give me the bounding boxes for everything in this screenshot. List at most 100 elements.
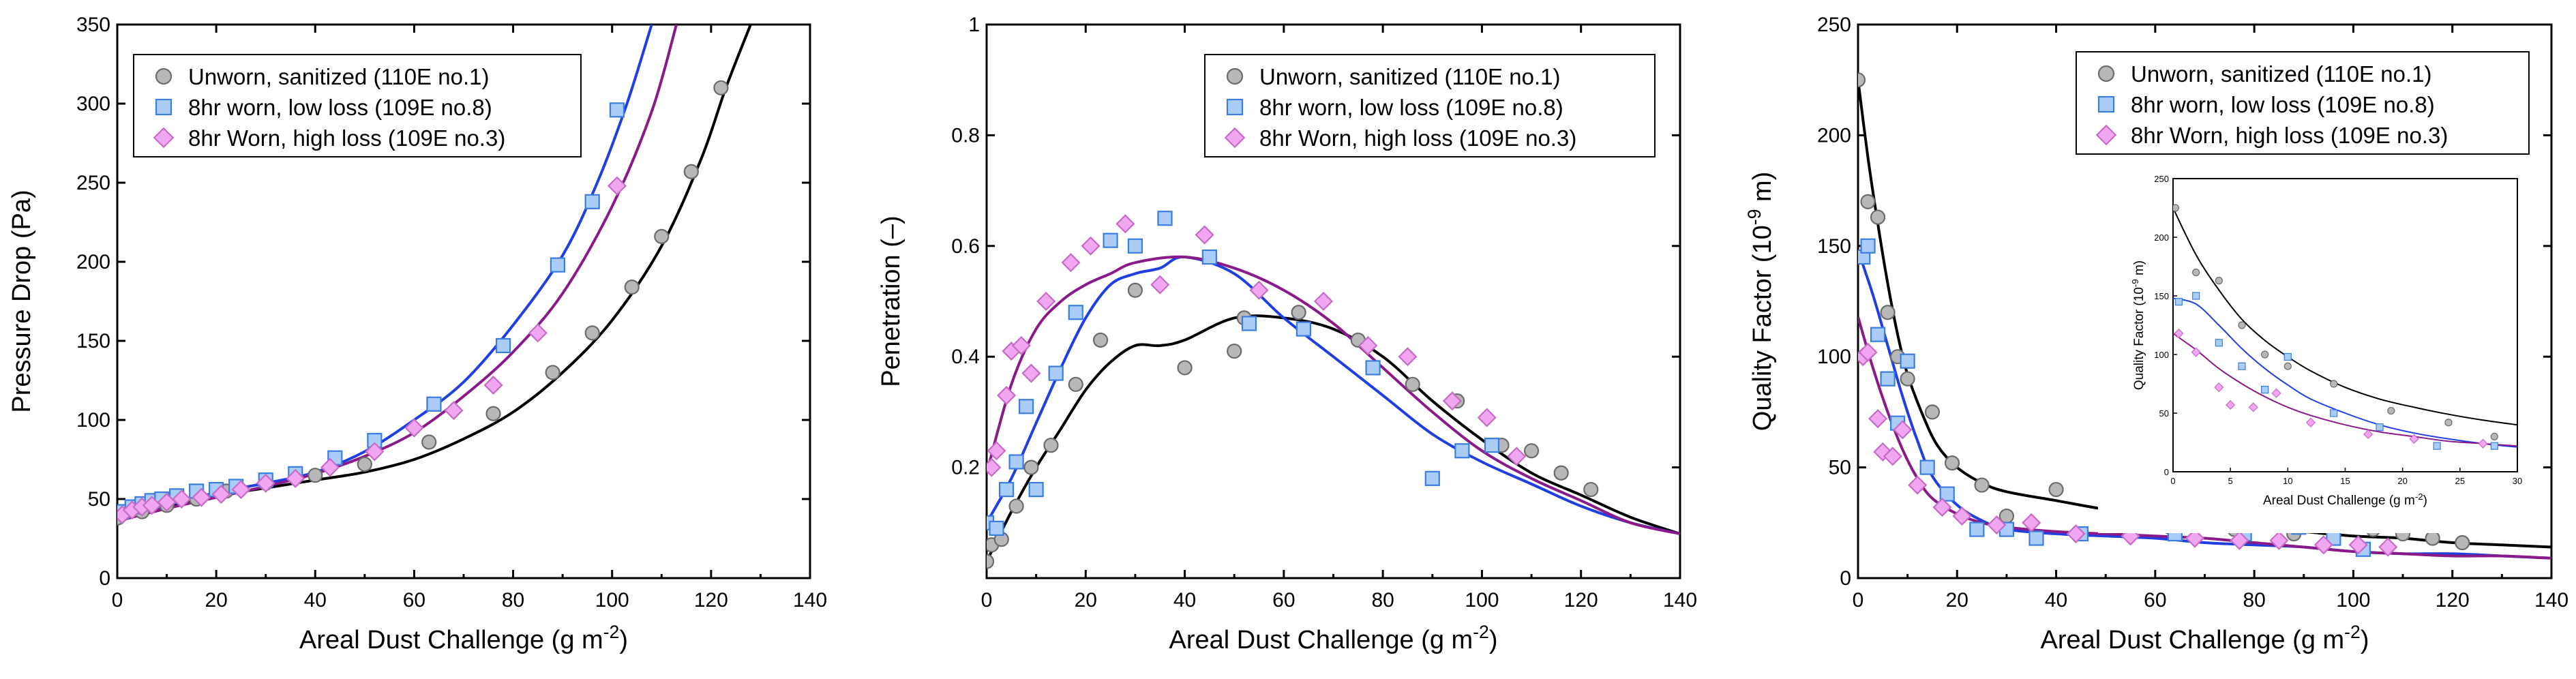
x-tick-label: 20 xyxy=(205,589,227,612)
inset-y-tick-label: 150 xyxy=(2154,291,2169,301)
x-tick-label: 0 xyxy=(1853,589,1864,612)
data-point-high xyxy=(1477,408,1497,427)
inset-data-point-low xyxy=(2215,339,2223,347)
x-tick-label: 60 xyxy=(403,589,425,612)
inset-y-tick-label: 0 xyxy=(2164,467,2169,477)
data-point-high xyxy=(1987,515,2007,535)
inset-x-tick-label: 0 xyxy=(2170,476,2175,486)
y-tick-label: 0.4 xyxy=(951,346,980,368)
legend-marker-high xyxy=(2095,124,2117,146)
data-point-high xyxy=(256,473,275,493)
x-tick-label: 80 xyxy=(2243,589,2265,612)
data-point-low xyxy=(1048,365,1064,381)
y-tick-label: 150 xyxy=(1817,235,1851,258)
data-point-high xyxy=(1021,363,1041,383)
data-point-unworn xyxy=(1227,343,1242,359)
legend-marker-high xyxy=(153,127,175,149)
legend: Unworn, sanitized (110E no.1) 8hr worn, l… xyxy=(2076,51,2530,155)
data-point-high xyxy=(2066,524,2086,544)
data-point-unworn xyxy=(2048,481,2064,498)
data-point-unworn xyxy=(987,554,995,569)
inset-data-point-high xyxy=(2305,417,2316,427)
data-point-high xyxy=(1036,291,1056,312)
inset-data-point-low xyxy=(2238,362,2246,370)
data-point-low xyxy=(1201,249,1217,265)
legend-box xyxy=(1204,54,1656,157)
data-point-high xyxy=(2348,535,2368,555)
x-tick-label: 120 xyxy=(694,589,728,612)
data-point-high xyxy=(172,489,192,509)
legend-label: 8hr worn, low loss (109E no.8) xyxy=(1259,95,1563,120)
inset-data-point-low xyxy=(2174,298,2183,306)
legend-marker-low xyxy=(155,98,173,116)
inset-data-point-unworn xyxy=(2330,380,2338,388)
data-point-low xyxy=(1241,316,1257,331)
y-tick-label: 200 xyxy=(76,251,110,273)
data-point-unworn xyxy=(584,325,600,341)
inset-data-point-low xyxy=(2376,423,2384,432)
data-point-unworn xyxy=(1068,376,1083,392)
y-tick-label: 350 xyxy=(76,14,110,36)
legend-label: Unworn, sanitized (110E no.1) xyxy=(1259,64,1560,89)
data-point-high xyxy=(1868,409,1888,429)
inset-data-point-low xyxy=(2490,442,2498,450)
data-point-high xyxy=(1883,447,1902,466)
x-tick-label: 60 xyxy=(2144,589,2166,612)
legend-label: Unworn, sanitized (110E no.1) xyxy=(188,64,489,89)
data-point-low xyxy=(1103,232,1118,248)
inset-data-point-unworn xyxy=(2173,204,2179,212)
data-point-high xyxy=(192,487,211,507)
x-axis-title: Areal Dust Challenge (g m-2) xyxy=(2041,622,2369,654)
data-point-low xyxy=(584,194,600,209)
inset-y-axis-title: Quality Factor (10-9 m) xyxy=(2130,260,2147,390)
data-point-low xyxy=(495,337,511,354)
inset-chart: 0 5 10 15 20 25 30 0 50 100 150 200 250 Areal Dust Ch… xyxy=(2098,165,2531,533)
data-point-high xyxy=(2022,513,2041,532)
x-axis-title: Areal Dust Challenge (g m-2) xyxy=(299,622,628,654)
data-point-high xyxy=(1908,475,1928,495)
y-axis-title: Pressure Drop (Pa) xyxy=(8,190,36,412)
data-point-unworn xyxy=(1023,459,1039,475)
inset-data-point-unworn xyxy=(2192,269,2200,277)
x-tick-label: 140 xyxy=(2534,589,2568,612)
inset-data-point-unworn xyxy=(2215,277,2223,285)
legend-marker-unworn xyxy=(1226,67,1244,85)
y-tick-label: 100 xyxy=(76,409,110,432)
data-point-high xyxy=(1398,347,1418,367)
inset-x-tick-label: 5 xyxy=(2228,476,2233,486)
x-tick-label: 100 xyxy=(1465,589,1499,612)
data-point-low xyxy=(609,102,625,118)
data-point-unworn xyxy=(1092,332,1109,348)
data-point-unworn xyxy=(2455,534,2470,551)
data-point-high xyxy=(607,176,627,196)
data-point-high xyxy=(1507,447,1527,466)
data-point-unworn xyxy=(545,365,560,380)
inset-data-point-unworn xyxy=(2490,432,2498,441)
data-point-low xyxy=(1127,238,1143,254)
data-point-high xyxy=(286,468,305,488)
data-point-unworn xyxy=(2425,530,2440,546)
y-tick-label: 1 xyxy=(968,14,980,36)
data-point-unworn xyxy=(654,228,670,244)
data-point-high xyxy=(2269,530,2289,550)
fit-line-high xyxy=(987,255,1680,535)
legend-marker-low xyxy=(1226,98,1244,116)
data-point-high xyxy=(997,385,1017,406)
x-tick-label: 120 xyxy=(2436,589,2470,612)
data-point-low xyxy=(1068,305,1083,320)
y-tick-label: 0.2 xyxy=(951,457,980,479)
data-point-low xyxy=(1900,353,1915,369)
y-tick-label: 200 xyxy=(1817,124,1851,147)
data-point-unworn xyxy=(683,164,699,179)
legend-marker-low xyxy=(2097,95,2115,113)
data-point-low xyxy=(1296,321,1312,337)
data-point-unworn xyxy=(1405,376,1420,392)
x-tick-label: 80 xyxy=(1371,589,1394,612)
x-tick-label: 100 xyxy=(2336,589,2370,612)
y-tick-label: 250 xyxy=(76,172,110,194)
x-tick-label: 120 xyxy=(1564,589,1598,612)
y-tick-label: 250 xyxy=(1817,14,1851,36)
legend-box xyxy=(2076,51,2530,155)
x-tick-label: 40 xyxy=(1173,589,1196,612)
data-point-high xyxy=(211,484,231,504)
